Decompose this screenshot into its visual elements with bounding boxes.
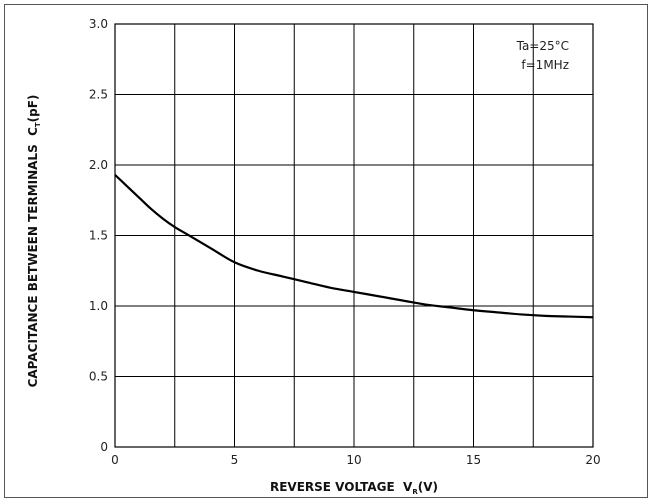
y-axis-label-subscript: T xyxy=(34,122,42,127)
y-tick-label: 1.5 xyxy=(89,229,108,243)
x-tick-label: 10 xyxy=(346,453,361,467)
y-tick-label: 0.5 xyxy=(89,370,108,384)
x-axis-label: REVERSE VOLTAGE VR(V) xyxy=(270,480,438,496)
annotation-temperature: Ta=25°C xyxy=(516,39,569,53)
y-tick-label: 3.0 xyxy=(89,17,108,31)
plot-area-border xyxy=(114,23,594,448)
y-tick-label: 2.0 xyxy=(89,158,108,172)
y-axis-label-unit: (pF) xyxy=(26,95,40,123)
x-tick-label: 0 xyxy=(111,453,119,467)
x-tick-label: 15 xyxy=(466,453,481,467)
y-axis-label-main: CAPACITANCE BETWEEN TERMINALS C xyxy=(26,127,40,387)
annotation-frequency: f=1MHz xyxy=(521,58,569,72)
x-axis-label-main: REVERSE VOLTAGE V xyxy=(270,480,413,494)
x-tick-label: 5 xyxy=(231,453,239,467)
x-axis-label-subscript: R xyxy=(412,488,418,496)
chart-frame: 0 5 10 15 20 0 0.5 1.0 1.5 2.0 2.5 3.0 Ta=25°C f=1M… xyxy=(4,4,648,498)
tick-labels: 0 5 10 15 20 0 0.5 1.0 1.5 2.0 2.5 3.0 xyxy=(89,17,601,467)
series-group xyxy=(114,174,594,319)
y-axis-label: CAPACITANCE BETWEEN TERMINALS CT(pF) xyxy=(26,95,42,388)
capacitance-chart: 0 5 10 15 20 0 0.5 1.0 1.5 2.0 2.5 3.0 Ta=25°C f=1M… xyxy=(26,17,601,496)
conditions-annotation: Ta=25°C f=1MHz xyxy=(516,39,569,72)
grid xyxy=(114,23,594,448)
x-tick-label: 20 xyxy=(585,453,600,467)
y-tick-label: 0 xyxy=(100,440,108,454)
x-axis-label-unit: (V) xyxy=(418,480,438,494)
y-tick-label: 1.0 xyxy=(89,299,108,313)
series-line-capacitance xyxy=(114,174,594,319)
y-tick-label: 2.5 xyxy=(89,88,108,102)
